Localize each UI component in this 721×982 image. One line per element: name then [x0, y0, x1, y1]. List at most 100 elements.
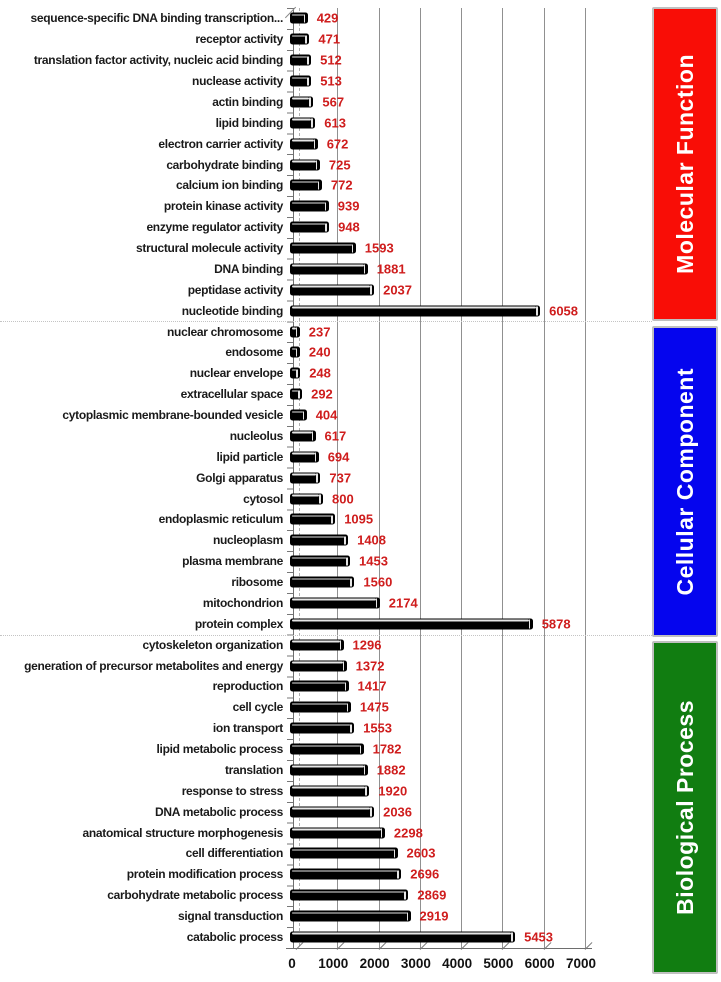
value-label: 1453 [359, 553, 388, 569]
bar [290, 493, 323, 505]
bar-row: peptidase activity 2037 [0, 279, 652, 300]
bar [290, 96, 314, 108]
bar [290, 847, 398, 859]
bar-track: 725 [288, 154, 652, 175]
gridline [543, 8, 545, 948]
axis-tick-label: 5000 [483, 956, 514, 971]
category-label: mitochondrion [202, 595, 283, 610]
category-label: Golgi apparatus [196, 470, 283, 485]
value-label: 772 [330, 177, 353, 193]
category-label: signal transduction [178, 909, 283, 924]
bar-row: enzyme regulator activity 948 [0, 217, 652, 238]
bar-track: 1560 [288, 572, 652, 593]
category-label: endosome [225, 345, 283, 360]
value-label: 567 [322, 94, 345, 110]
category-label: cell differentiation [185, 846, 284, 861]
bar [290, 555, 350, 567]
category-label: cytoskeleton organization [142, 637, 283, 652]
value-label: 512 [320, 52, 342, 68]
value-label: 513 [320, 73, 342, 89]
bar-track: 672 [288, 133, 652, 154]
value-label: 694 [327, 449, 350, 465]
value-label: 2696 [410, 866, 440, 882]
category-label: catabolic process [186, 929, 284, 944]
bar [290, 242, 356, 254]
bar-row: translation factor activity, nucleic aci… [0, 50, 652, 71]
category-label: translation [224, 762, 283, 777]
bar-row: nucleolus 617 [0, 426, 652, 447]
bar [290, 430, 316, 442]
value-label: 613 [324, 115, 346, 131]
bar-row: lipid metabolic process 1782 [0, 739, 652, 760]
bar-track: 2036 [288, 801, 652, 822]
bar-row: signal transduction 2919 [0, 906, 652, 927]
category-label: lipid particle [216, 449, 284, 464]
value-label: 939 [337, 198, 360, 214]
category-label: enzyme regulator activity [146, 220, 283, 235]
bar [290, 639, 344, 651]
value-label: 404 [315, 407, 338, 423]
bar [290, 367, 301, 379]
bar [290, 33, 310, 45]
bar-row: response to stress 1920 [0, 780, 652, 801]
bar-track: 2919 [288, 906, 652, 927]
bar-row: cytosol 800 [0, 488, 652, 509]
bar [290, 284, 375, 296]
value-label: 5453 [524, 929, 554, 945]
bar-row: calcium ion binding 772 [0, 175, 652, 196]
category-label: calcium ion binding [176, 178, 283, 193]
category-label: plasma membrane [182, 554, 283, 569]
bar-track: 948 [288, 217, 652, 238]
gridline [378, 8, 380, 948]
bar [290, 660, 347, 672]
bar-track: 1920 [288, 780, 652, 801]
bar [290, 75, 312, 87]
bar-row: lipid binding 613 [0, 112, 652, 133]
value-label: 2869 [417, 887, 447, 903]
category-label: structural molecule activity [136, 241, 283, 256]
value-axis-line [286, 948, 592, 949]
gridline [502, 8, 504, 948]
category-label: extracellular space [180, 387, 284, 402]
bar-row: sequence-specific DNA binding transcript… [0, 8, 652, 29]
bar-track: 5453 [288, 927, 652, 948]
bar-row: ribosome 1560 [0, 572, 652, 593]
category-label: response to stress [181, 783, 284, 798]
gridline [337, 8, 339, 948]
bar-row: endoplasmic reticulum 1095 [0, 509, 652, 530]
category-label: actin binding [212, 94, 283, 109]
value-label: 672 [326, 136, 349, 152]
bar-row: anatomical structure morphogenesis 2298 [0, 822, 652, 843]
category-panel-molecular-function: Molecular Function [652, 7, 718, 321]
category-label: endoplasmic reticulum [158, 512, 284, 527]
bar [290, 722, 355, 734]
bar [290, 388, 303, 400]
bar-track: 2174 [288, 593, 652, 614]
bar [290, 889, 409, 901]
bar [290, 117, 316, 129]
value-label: 1095 [344, 511, 374, 527]
category-label: protein complex [194, 616, 283, 631]
bar-track: 1782 [288, 739, 652, 760]
bar-track: 1553 [288, 718, 652, 739]
category-label: protein kinase activity [163, 199, 283, 214]
bar-track: 1417 [288, 676, 652, 697]
bar [290, 868, 402, 880]
value-label: 2174 [388, 595, 418, 611]
bar [290, 931, 516, 943]
bar-row: endosome 240 [0, 342, 652, 363]
bar [290, 597, 380, 609]
gridline [419, 8, 421, 948]
value-label: 948 [338, 219, 360, 235]
value-label: 292 [311, 386, 333, 402]
bar [290, 451, 319, 463]
category-label: lipid metabolic process [156, 742, 284, 757]
panel-label: Biological Process [671, 700, 698, 915]
value-label: 237 [308, 324, 331, 340]
bar-row: cytoplasmic membrane-bounded vesicle 404 [0, 405, 652, 426]
value-label: 2603 [406, 845, 436, 861]
bar-track: 2696 [288, 864, 652, 885]
category-label: cell cycle [232, 700, 284, 715]
bar-row: mitochondrion 2174 [0, 593, 652, 614]
bar-track: 772 [288, 175, 652, 196]
